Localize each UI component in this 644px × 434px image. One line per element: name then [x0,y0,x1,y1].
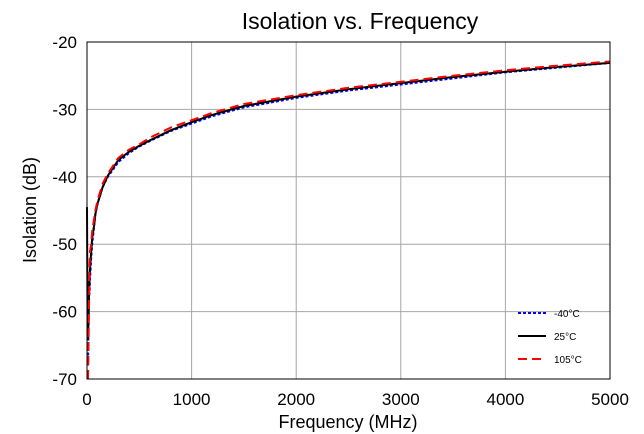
legend-label-3: 105°C [554,355,582,366]
x-tick-label: 4000 [486,390,524,409]
x-tick-label: 2000 [277,390,315,409]
y-tick-labels: -70 -60 -50 -40 -30 -20 [52,33,77,389]
legend-label-2: 25°C [554,332,576,343]
x-axis-label: Frequency (MHz) [278,412,417,432]
series-line-1 [87,61,611,366]
x-tick-label: 0 [82,390,91,409]
x-tick-label: 3000 [382,390,420,409]
y-tick-label: -20 [52,33,77,52]
grid-lines [86,41,611,380]
y-axis-label: Isolation (dB) [20,157,40,263]
x-tick-label: 1000 [173,390,211,409]
chart-legend: -40°C 25°C 105°C [518,309,582,366]
series-line-3 [87,60,611,380]
y-tick-label: -70 [52,370,77,389]
x-tick-label: 5000 [591,390,629,409]
y-tick-label: -50 [52,235,77,254]
y-tick-label: -40 [52,168,77,187]
y-tick-label: -30 [52,100,77,119]
series-line-2 [86,61,611,340]
series-lines [86,60,611,380]
plot-area-frame [86,41,611,380]
x-tick-labels: 0 1000 2000 3000 4000 5000 [82,390,629,409]
legend-label-1: -40°C [554,309,580,320]
y-tick-label: -60 [52,303,77,322]
chart-title: Isolation vs. Frequency [242,8,479,34]
